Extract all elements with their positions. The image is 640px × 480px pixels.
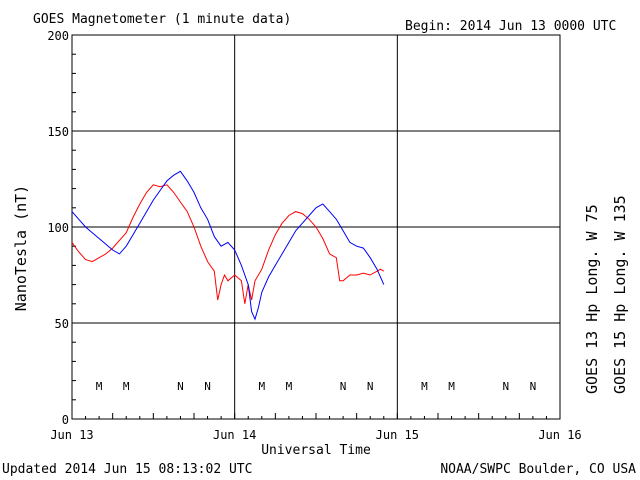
chart-title: GOES Magnetometer (1 minute data) [33,12,291,27]
annotation-marker: M [96,380,103,393]
annotation-marker: M [448,380,455,393]
goes15-line [71,170,385,321]
credit: NOAA/SWPC Boulder, CO USA [440,462,636,477]
y-tick-label: 0 [62,413,69,427]
x-tick-label: Jun 16 [538,428,581,442]
x-axis-ticks: Jun 13 Jun 14 Jun 15 Jun 16 [50,413,582,442]
annotation-marker: M [258,380,265,393]
goes13-line [71,184,385,304]
annotation-marker: M [421,380,428,393]
updated-time: Updated 2014 Jun 15 08:13:02 UTC [2,462,252,477]
y-axis-ticks: 0 50 100 150 200 [47,29,76,427]
y-tick-label: 100 [47,221,69,235]
x-tick-label: Jun 15 [376,428,419,442]
annotation-marker: N [204,380,211,393]
plot-area: 0 50 100 150 200 Jun 13 Jun 14 Jun 15 Jun 16 M M… [47,29,581,442]
annotation-marker: N [502,380,509,393]
legend-goes13: GOES 13 Hp Long. W 75 [583,204,601,394]
annotation-marker: N [177,380,184,393]
annotation-marker: N [340,380,347,393]
annotation-marker: N [367,380,374,393]
annotation-marker: M [286,380,293,393]
begin-time: Begin: 2014 Jun 13 0000 UTC [405,19,616,34]
annotation-marker: N [530,380,537,393]
y-tick-label: 50 [55,317,69,331]
y-axis-label: NanoTesla (nT) [12,185,30,311]
y-tick-label: 200 [47,29,69,43]
x-tick-label: Jun 13 [50,428,93,442]
x-axis-label: Universal Time [261,443,371,458]
series-lines [71,170,385,321]
x-tick-label: Jun 14 [213,428,256,442]
annotation-marker: M [123,380,130,393]
legend-goes15: GOES 15 Hp Long. W 135 [611,195,629,394]
grid-lines [72,35,560,419]
y-tick-label: 150 [47,125,69,139]
